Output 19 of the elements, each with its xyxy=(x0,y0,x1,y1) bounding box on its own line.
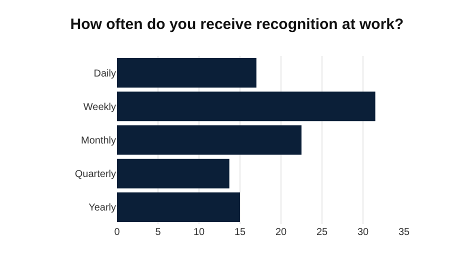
y-tick-label: Yearly xyxy=(88,202,116,214)
y-tick-label: Monthly xyxy=(80,136,116,146)
x-tick-label: 35 xyxy=(398,227,410,238)
bar xyxy=(117,158,230,188)
y-tick-label: Daily xyxy=(94,68,116,80)
chart-title: How often do you receive recognition at work? xyxy=(70,16,404,34)
x-tick-label: 25 xyxy=(316,227,328,238)
bar xyxy=(117,125,302,155)
bar xyxy=(117,58,256,88)
y-tick-label: Weekly xyxy=(83,102,116,113)
x-tick-label: 20 xyxy=(275,227,287,238)
bar xyxy=(117,192,240,222)
x-tick-label: 5 xyxy=(155,227,162,238)
x-tick-label: 30 xyxy=(357,227,369,238)
x-tick-label: 15 xyxy=(234,227,246,238)
x-tick-label: 10 xyxy=(193,227,205,238)
x-tick-label: 0 xyxy=(114,227,120,238)
y-tick-label: Quarterly xyxy=(74,169,116,180)
bar xyxy=(117,92,376,122)
